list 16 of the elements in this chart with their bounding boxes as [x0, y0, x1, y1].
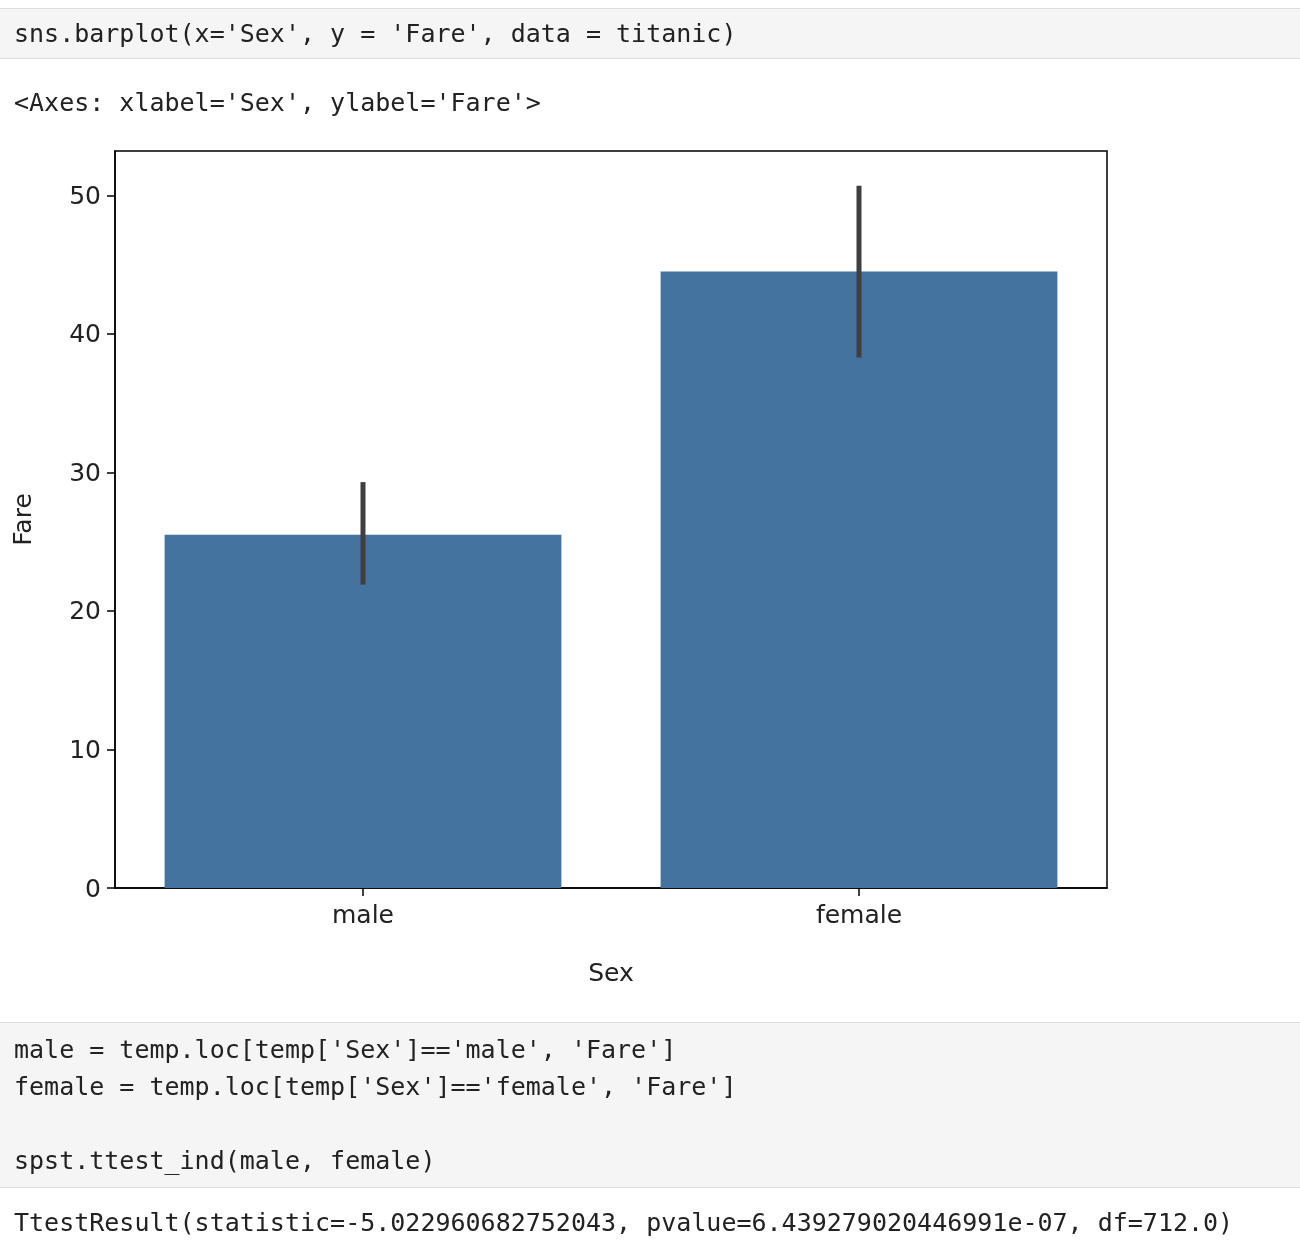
text: <Axes: xlabel='Sex', ylabel='Fare'>: [13, 87, 542, 119]
y-tick-label: 30: [69, 457, 101, 487]
y-tick-label: 40: [69, 319, 101, 349]
text: spst.ttest_ind(male, female): [14, 1146, 436, 1175]
y-tick-label: 50: [69, 180, 101, 210]
text: female = temp.loc[temp['Sex']=='female', 'Fare']: [14, 1072, 737, 1101]
x-axis-title: Sex: [588, 958, 634, 987]
x-tick-label: male: [332, 900, 394, 929]
y-axis-title: Fare: [8, 493, 37, 546]
y-tick-label: 0: [85, 873, 101, 903]
y-tick-label: 10: [69, 734, 101, 764]
text: male = temp.loc[temp['Sex']=='male', 'Fare']: [14, 1035, 677, 1064]
text: TtestResult(statistic=-5.022960682752043, pvalue=6.439279020446991e-07, df=712.0): [13, 1207, 1235, 1239]
y-tick-label: 20: [69, 596, 101, 626]
x-tick-label: female: [815, 900, 903, 929]
text: sns.barplot(x='Sex', y = 'Fare', data = titanic): [0, 8, 1300, 59]
